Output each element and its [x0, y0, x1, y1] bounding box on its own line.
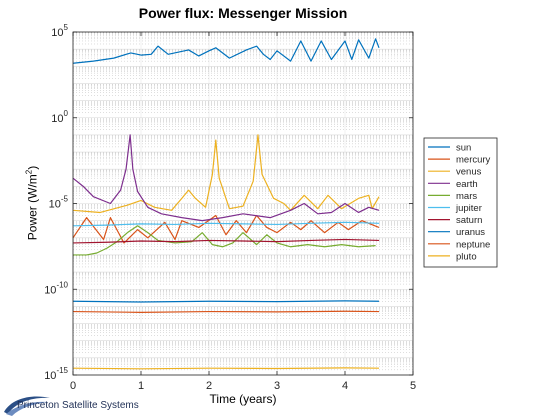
legend-label-neptune: neptune	[456, 239, 490, 250]
series-line-neptune	[72, 310, 380, 313]
series-line-jupiter	[72, 221, 380, 227]
y-axis-label-exponent: 2	[24, 169, 34, 175]
y-axis-label: Power (W/m2)	[25, 166, 40, 240]
series-line-uranus	[72, 300, 380, 303]
y-tick-label: 10-5	[49, 195, 69, 211]
series-line-earth	[72, 134, 380, 222]
y-tick-label: 10-10	[44, 280, 68, 296]
legend-label-pluto: pluto	[456, 251, 477, 262]
y-tick-label: 10-15	[44, 366, 68, 382]
y-tick-label: 105	[51, 23, 68, 39]
legend-label-saturn: saturn	[456, 215, 482, 226]
logo-text: Princeton Satellite Systems	[17, 400, 139, 411]
series-line-pluto	[72, 367, 380, 370]
legend-label-venus: venus	[456, 167, 482, 178]
x-tick-label: 2	[206, 380, 212, 392]
series-line-mercury	[72, 214, 380, 244]
axis-ticks	[72, 31, 414, 376]
y-tick-label: 100	[51, 109, 68, 125]
series-line-sun	[72, 38, 380, 64]
chart-grid	[72, 31, 414, 376]
legend-label-mercury: mercury	[456, 155, 491, 166]
chart-legend[interactable]: sunmercuryvenusearthmarsjupitersaturnura…	[423, 137, 498, 268]
legend-label-uranus: uranus	[456, 227, 485, 238]
chart-title: Power flux: Messenger Mission	[138, 5, 348, 21]
legend-label-sun: sun	[456, 143, 471, 154]
axis-tick-labels: 0 1 2 3 4 5 10-15 10-10 10-5 100 105	[44, 23, 416, 392]
legend-label-mars: mars	[456, 191, 477, 202]
plot-lines	[72, 38, 380, 370]
legend-label-jupiter: jupiter	[455, 203, 482, 214]
series-line-venus	[72, 134, 380, 214]
y-axis-label-main: Power (W/m	[25, 174, 40, 241]
x-tick-label: 3	[274, 380, 280, 392]
x-tick-label: 4	[342, 380, 348, 392]
series-line-saturn	[72, 238, 380, 244]
x-tick-label: 1	[138, 380, 144, 392]
company-logo-swoosh	[4, 396, 50, 416]
x-tick-label: 5	[410, 380, 416, 392]
legend-label-earth: earth	[456, 179, 478, 190]
y-axis-label-close: )	[25, 165, 40, 170]
x-axis-label: Time (years)	[209, 392, 277, 406]
x-tick-label: 0	[70, 380, 76, 392]
